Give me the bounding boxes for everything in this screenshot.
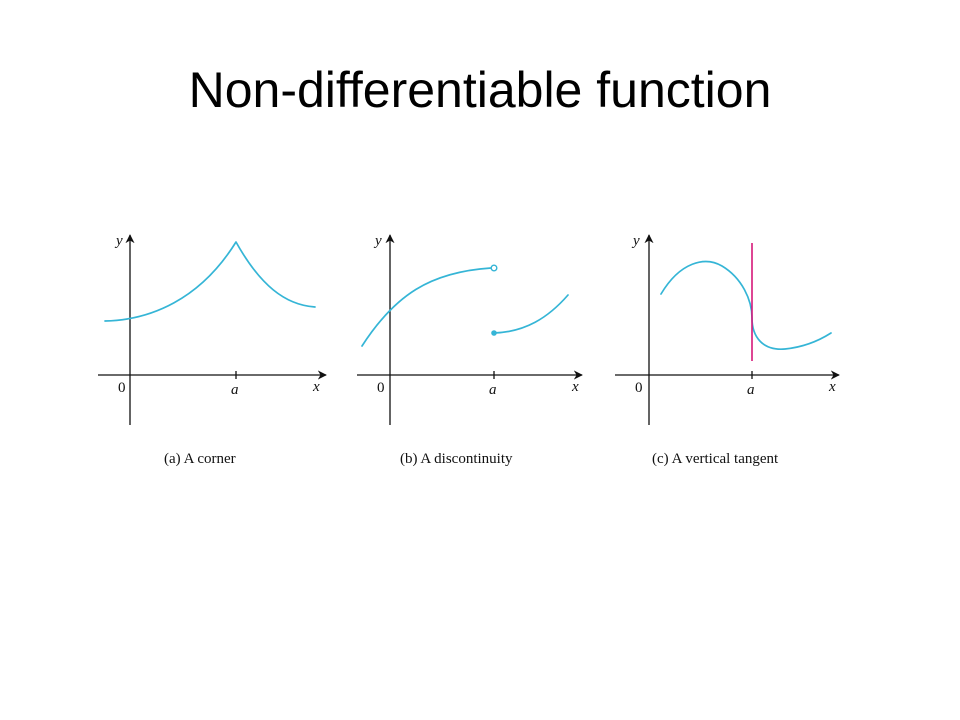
panel-b-right-branch	[493, 294, 569, 334]
panel-c-x-label: x	[828, 379, 836, 395]
panel-c-y-label: y	[631, 233, 640, 249]
panel-b-caption: (b) A discontinuity	[400, 451, 513, 467]
panel-b-filled-dot	[491, 330, 497, 336]
panel-corner: y x 0 a (a) A corner	[98, 233, 327, 467]
panel-c-origin-label: 0	[635, 380, 643, 396]
panel-c-a-label: a	[747, 382, 755, 398]
panel-a-x-label: x	[312, 379, 320, 395]
panel-b-y-label: y	[373, 233, 382, 249]
panel-b-origin-label: 0	[377, 380, 385, 396]
panel-a-caption: (a) A corner	[164, 451, 236, 467]
panel-a-curve	[104, 241, 316, 322]
panel-c-caption: (c) A vertical tangent	[652, 451, 779, 467]
slide-title: Non-differentiable function	[188, 62, 772, 118]
panel-a-a-label: a	[231, 382, 239, 398]
panel-discontinuity: y x 0 a (b) A discontinuity	[357, 233, 583, 467]
panel-vertical-tangent: y x 0 a (c) A vertical tangent	[615, 233, 840, 467]
panel-b-a-label: a	[489, 382, 497, 398]
panel-b-x-label: x	[571, 379, 579, 395]
panel-a-origin-label: 0	[118, 380, 126, 396]
panel-b-left-branch	[361, 267, 492, 347]
panel-a-y-label: y	[114, 233, 123, 249]
panel-c-curve	[660, 260, 832, 350]
panel-b-open-circle	[490, 264, 498, 272]
